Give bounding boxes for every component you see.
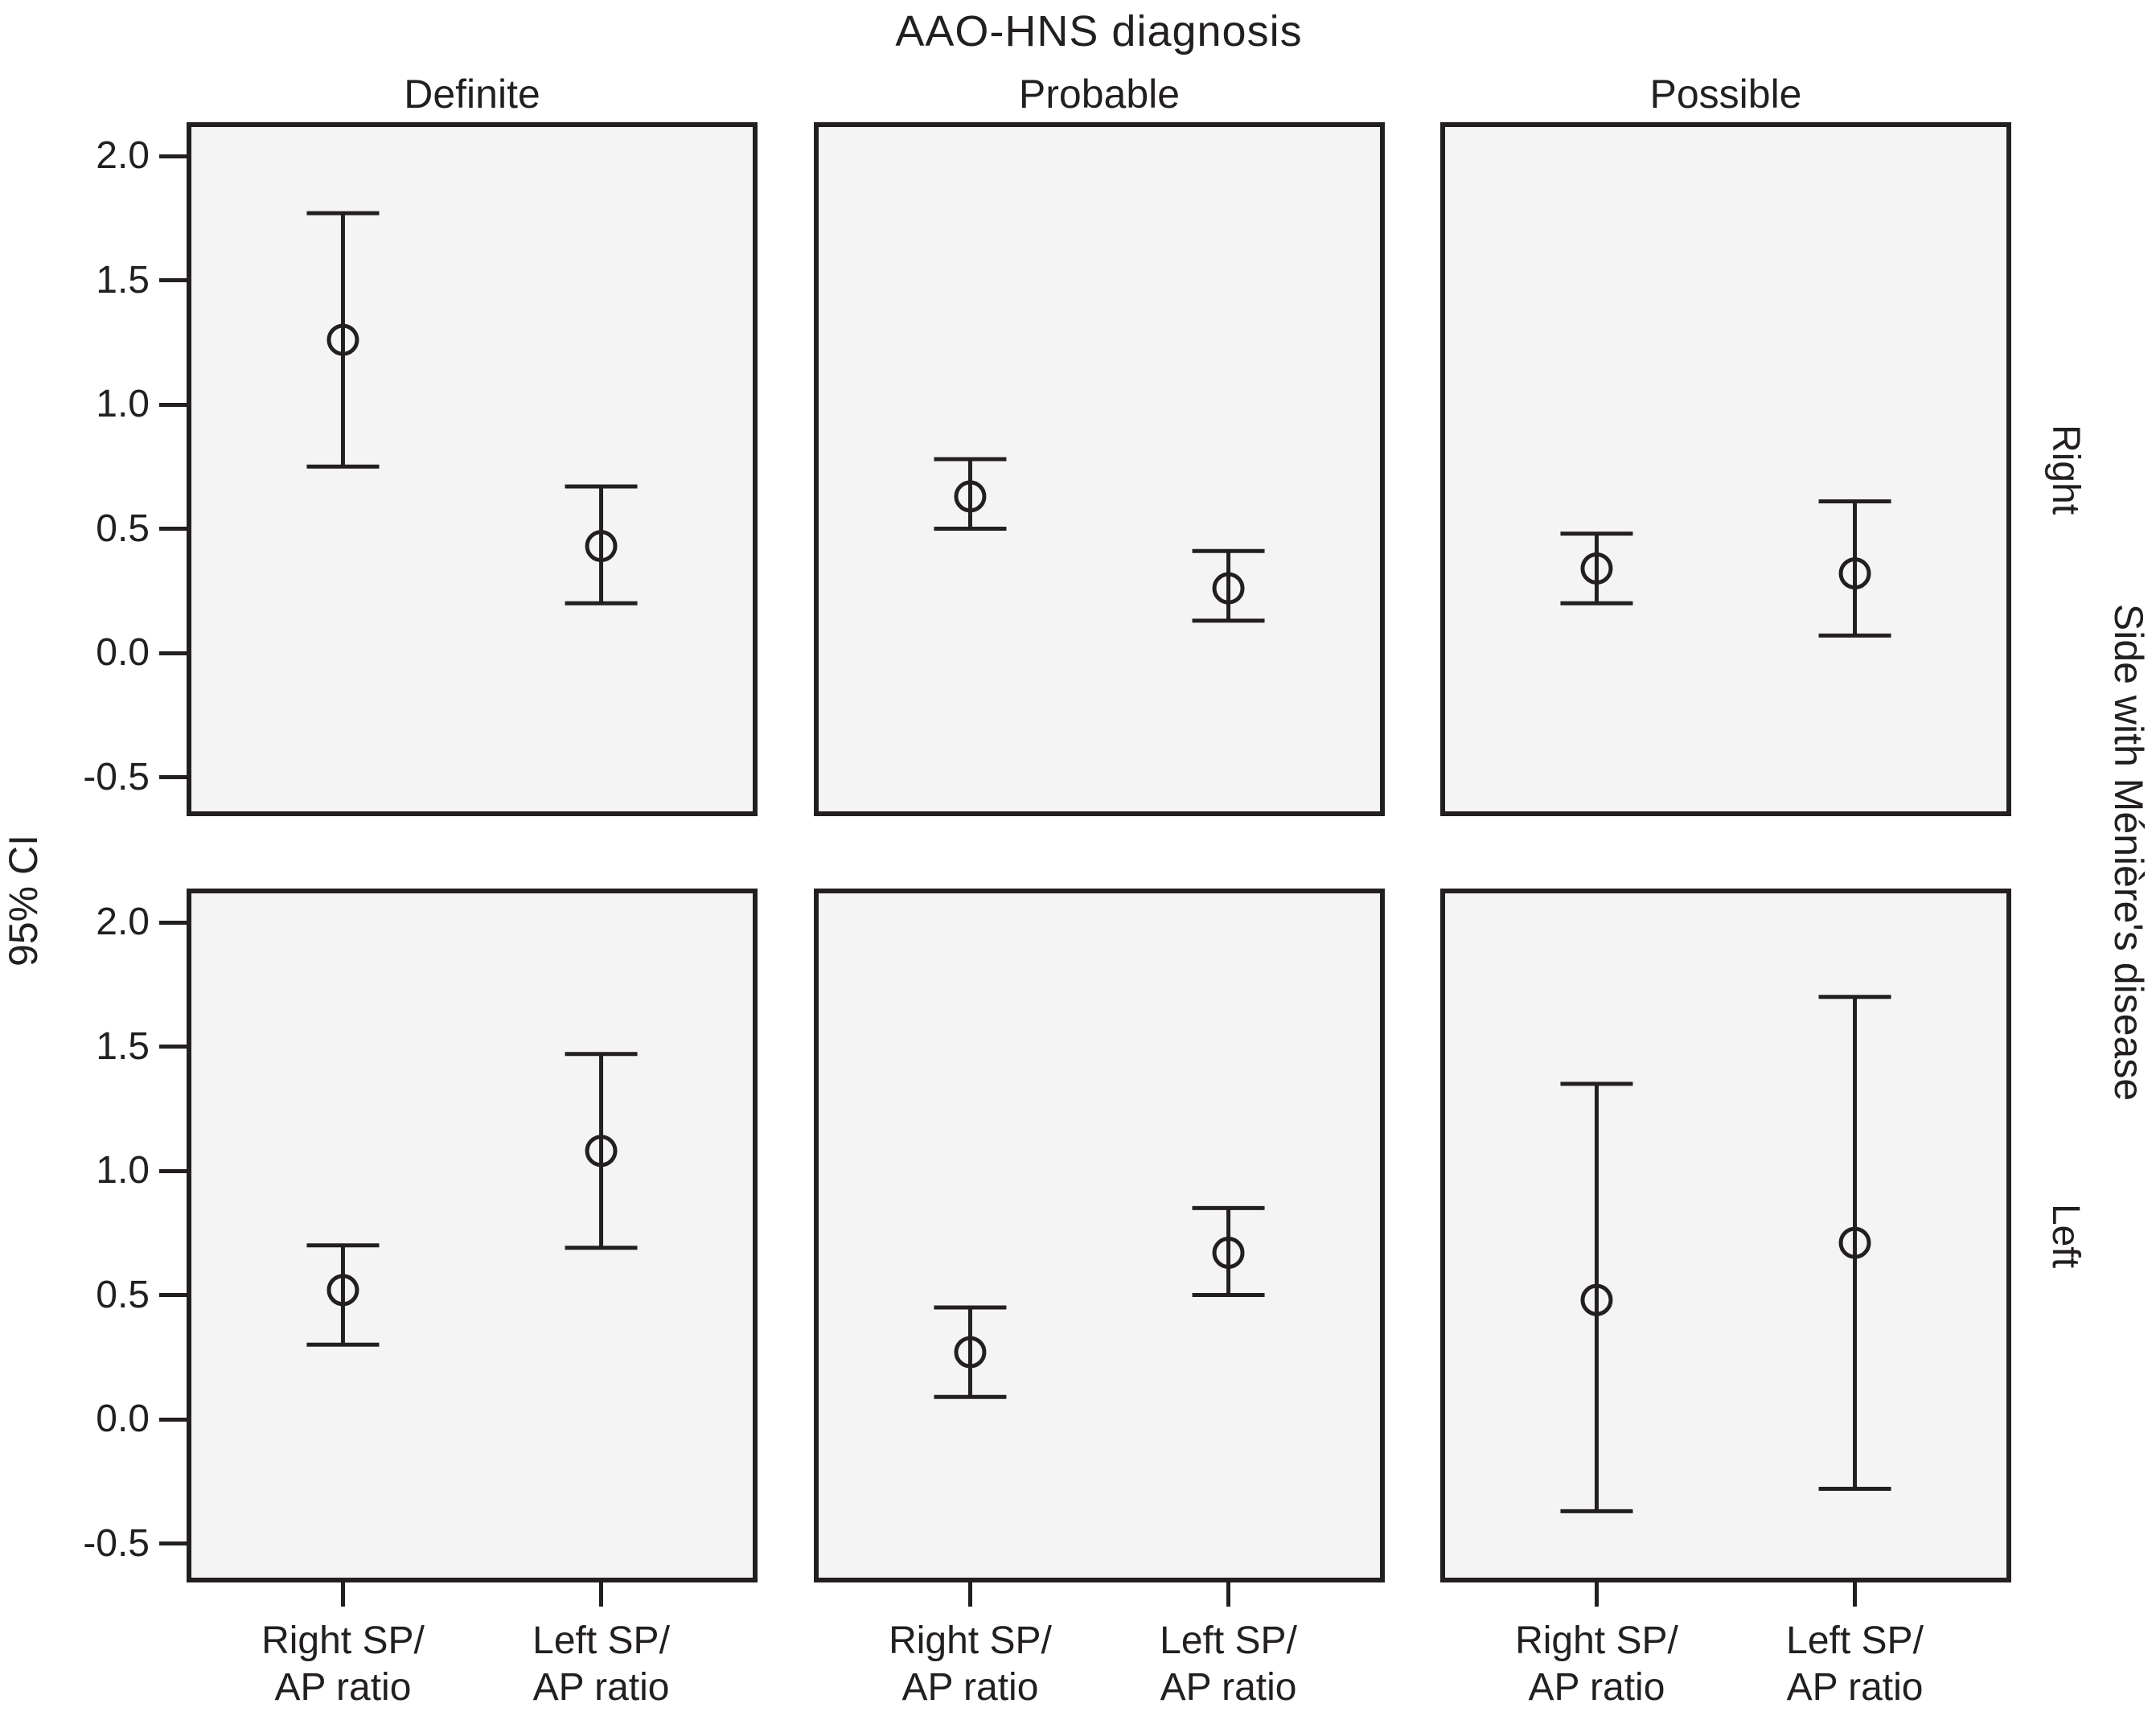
y-tick-mark: [159, 1293, 187, 1297]
errorbar-canvas: [934, 1205, 1265, 1399]
y-tick-mark: [159, 1168, 187, 1173]
x-tick-mark: [1226, 1582, 1231, 1607]
panel-possible-left: [1440, 889, 2011, 1582]
errorbar-canvas: [1560, 499, 1891, 638]
y-tick-mark: [159, 402, 187, 407]
y-tick-label: 0.0: [96, 631, 150, 674]
category-label-right-sp-ap: Right SP/AP ratio: [1515, 1619, 1678, 1709]
column-header-definite: Definite: [404, 72, 540, 117]
row-facet-axis-label: Side with Ménière's disease: [2106, 603, 2151, 1102]
y-tick-mark: [159, 154, 187, 158]
y-tick-mark: [159, 775, 187, 779]
panel-probable-right: [814, 122, 1385, 816]
y-tick-label: -0.5: [83, 1521, 150, 1565]
errorbar-left-sp-ap: [1818, 995, 1891, 1492]
y-tick-label: 1.0: [96, 1149, 150, 1192]
errorbar-right-sp-ap: [1560, 1082, 1633, 1513]
errorbar-canvas: [934, 457, 1265, 623]
errorbar-left-sp-ap: [1192, 1205, 1265, 1297]
x-tick-mark: [967, 1582, 972, 1607]
y-tick-label: -0.5: [83, 755, 150, 798]
y-tick-label: 2.0: [96, 134, 150, 177]
y-tick-mark: [159, 1045, 187, 1049]
errorbar-right-sp-ap: [934, 1305, 1007, 1399]
panel-probable-left: [814, 889, 1385, 1582]
row-facet-label-right: Right: [2044, 424, 2087, 515]
x-tick-mark: [1853, 1582, 1858, 1607]
panel-definite-left: [187, 889, 758, 1582]
category-label-left-sp-ap: Left SP/AP ratio: [1160, 1619, 1297, 1709]
errorbar-left-sp-ap: [1818, 499, 1891, 638]
category-label-left-sp-ap: Left SP/AP ratio: [1786, 1619, 1924, 1709]
y-tick-mark: [159, 1417, 187, 1422]
y-tick-label: 1.5: [96, 258, 150, 302]
y-tick-label: 0.0: [96, 1398, 150, 1440]
errorbar-right-sp-ap: [306, 211, 380, 469]
y-tick-mark: [159, 278, 187, 282]
errorbar-right-sp-ap: [306, 1243, 380, 1347]
category-label-left-sp-ap: Left SP/AP ratio: [532, 1619, 670, 1709]
panel-possible-right: [1440, 122, 2011, 816]
errorbar-right-sp-ap: [1560, 532, 1633, 605]
y-tick-label: 0.5: [96, 507, 150, 550]
errorbar-right-sp-ap: [934, 457, 1007, 531]
y-tick-label: 1.5: [96, 1024, 150, 1068]
errorbar-canvas: [306, 211, 638, 605]
x-tick-mark: [599, 1582, 604, 1607]
y-tick-mark: [159, 920, 187, 925]
x-tick-mark: [340, 1582, 345, 1607]
errorbar-left-sp-ap: [565, 484, 638, 605]
column-header-possible: Possible: [1649, 72, 1802, 117]
y-tick-mark: [159, 527, 187, 531]
y-tick-label: 2.0: [96, 901, 150, 943]
category-label-right-sp-ap: Right SP/AP ratio: [261, 1619, 425, 1709]
row-facet-label-left: Left: [2044, 1203, 2087, 1268]
figure-title: AAO-HNS diagnosis: [895, 7, 1303, 55]
y-tick-label: 1.0: [96, 383, 150, 425]
errorbar-canvas: [306, 1052, 638, 1347]
category-label-right-sp-ap: Right SP/AP ratio: [889, 1619, 1052, 1709]
y-tick-mark: [159, 1541, 187, 1545]
errorbar-canvas: [1560, 995, 1891, 1513]
errorbar-left-sp-ap: [1192, 548, 1265, 623]
x-tick-mark: [1594, 1582, 1599, 1607]
panel-definite-right: [187, 122, 758, 816]
errorbar-left-sp-ap: [565, 1052, 638, 1250]
y-tick-mark: [159, 651, 187, 655]
column-header-probable: Probable: [1018, 72, 1181, 117]
y-tick-label: 0.5: [96, 1273, 150, 1316]
